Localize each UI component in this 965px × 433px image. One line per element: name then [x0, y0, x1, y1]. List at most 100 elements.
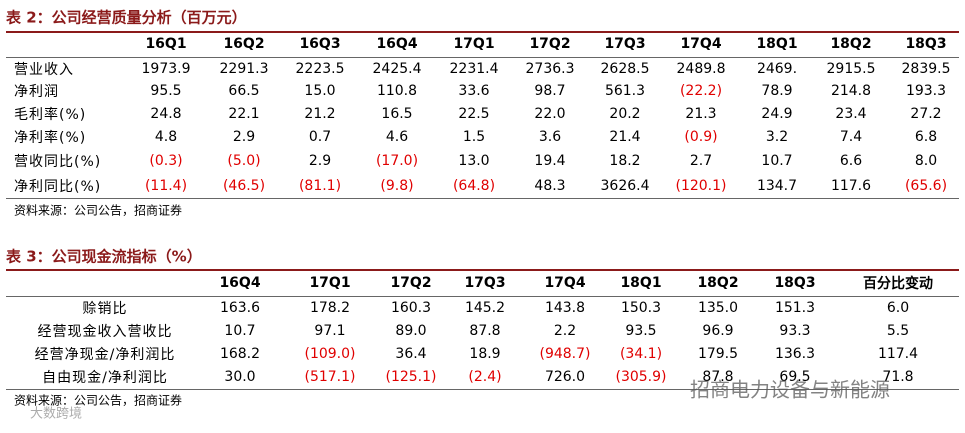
- cell: 2223.5: [295, 61, 345, 77]
- cell: 23.4: [835, 106, 867, 122]
- cell: (517.1): [304, 369, 356, 385]
- cell: 18.9: [469, 346, 501, 362]
- cell: (2.4): [468, 369, 502, 385]
- cell: 163.6: [219, 300, 261, 316]
- table-title: 表 2：公司经营质量分析（百万元）: [6, 8, 247, 27]
- cell: 21.4: [609, 129, 641, 145]
- cell: 27.2: [910, 106, 942, 122]
- column-header: 百分比变动: [863, 276, 933, 292]
- column-header: 16Q2: [223, 36, 265, 52]
- cell: 2.7: [689, 153, 713, 169]
- row-label: 经营净现金/净利润比: [34, 347, 176, 363]
- row-label: 自由现金/净利润比: [42, 370, 168, 386]
- cell: 98.7: [534, 83, 566, 99]
- cell: 2469.: [756, 61, 798, 77]
- cell: 117.6: [830, 178, 872, 194]
- cell: 36.4: [395, 346, 427, 362]
- cell: 136.3: [774, 346, 816, 362]
- cell: (65.6): [904, 178, 948, 194]
- rule: [6, 57, 959, 58]
- rule: [6, 296, 959, 297]
- row-label: 净利率(%): [14, 130, 87, 146]
- cell: 33.6: [458, 83, 490, 99]
- column-header: 18Q1: [756, 36, 798, 52]
- cell: 93.3: [779, 323, 811, 339]
- cell: 160.3: [390, 300, 432, 316]
- cell: 0.7: [308, 129, 332, 145]
- cell: 10.7: [224, 323, 256, 339]
- cell: 95.5: [150, 83, 182, 99]
- column-header: 17Q2: [529, 36, 571, 52]
- cell: 214.8: [830, 83, 872, 99]
- cell: 13.0: [458, 153, 490, 169]
- cell: (17.0): [375, 153, 419, 169]
- cell: (64.8): [452, 178, 496, 194]
- cell: 135.0: [697, 300, 739, 316]
- cell: 726.0: [544, 369, 586, 385]
- cell: 4.6: [385, 129, 409, 145]
- column-header: 16Q4: [376, 36, 418, 52]
- cell: 3626.4: [600, 178, 650, 194]
- cell: 71.8: [882, 369, 914, 385]
- cell: 19.4: [534, 153, 566, 169]
- cell: 15.0: [304, 83, 336, 99]
- column-header: 17Q3: [604, 36, 646, 52]
- column-header: 17Q2: [390, 275, 432, 291]
- column-header: 17Q4: [680, 36, 722, 52]
- column-header: 18Q1: [620, 275, 662, 291]
- cell: 16.5: [381, 106, 413, 122]
- cell: 2.9: [232, 129, 256, 145]
- cell: 21.3: [685, 106, 717, 122]
- cell: 8.0: [914, 153, 938, 169]
- cell: 2489.8: [676, 61, 726, 77]
- cell: 6.6: [839, 153, 863, 169]
- cell: (125.1): [385, 369, 437, 385]
- cell: 2839.5: [901, 61, 951, 77]
- cell: 1.5: [462, 129, 486, 145]
- watermark: 招商电力设备与新能源: [690, 377, 890, 402]
- cell: 168.2: [219, 346, 261, 362]
- cell: 134.7: [756, 178, 798, 194]
- cell: (109.0): [304, 346, 356, 362]
- column-header: 18Q3: [774, 275, 816, 291]
- cell: 24.9: [761, 106, 793, 122]
- column-header: 17Q1: [453, 36, 495, 52]
- cell: (81.1): [298, 178, 342, 194]
- cell: 6.8: [914, 129, 938, 145]
- row-label: 营业收入: [14, 62, 74, 78]
- cell: 117.4: [877, 346, 919, 362]
- cell: (120.1): [675, 178, 727, 194]
- cell: (22.2): [679, 83, 723, 99]
- cell: (5.0): [227, 153, 261, 169]
- cell: (11.4): [144, 178, 188, 194]
- cell: 30.0: [224, 369, 256, 385]
- cell: (0.9): [684, 129, 718, 145]
- cell: 2291.3: [219, 61, 269, 77]
- cell: 3.6: [538, 129, 562, 145]
- rule: [6, 389, 959, 390]
- cell: 6.0: [886, 300, 910, 316]
- row-label: 赊销比: [82, 301, 128, 317]
- cell: 89.0: [395, 323, 427, 339]
- column-header: 18Q2: [697, 275, 739, 291]
- cell: 87.8: [469, 323, 501, 339]
- cell: 93.5: [625, 323, 657, 339]
- column-header: 17Q4: [544, 275, 586, 291]
- cell: 7.4: [839, 129, 863, 145]
- cell: 179.5: [697, 346, 739, 362]
- cell: (9.8): [380, 178, 414, 194]
- cell: 22.1: [228, 106, 260, 122]
- column-header: 16Q4: [219, 275, 261, 291]
- cell: 2915.5: [826, 61, 876, 77]
- cell: 87.8: [702, 369, 734, 385]
- column-header: 17Q1: [309, 275, 351, 291]
- column-header: 16Q3: [299, 36, 341, 52]
- cell: (305.9): [615, 369, 667, 385]
- cell: 20.2: [609, 106, 641, 122]
- column-header: 18Q2: [830, 36, 872, 52]
- cell: 178.2: [309, 300, 351, 316]
- cell: 2.9: [308, 153, 332, 169]
- cell: 2231.4: [449, 61, 499, 77]
- cell: 2425.4: [372, 61, 422, 77]
